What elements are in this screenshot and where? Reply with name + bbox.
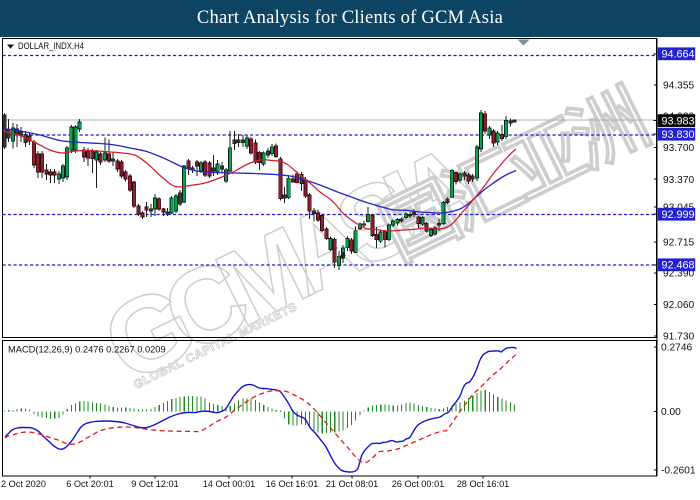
svg-text:DOLLAR_INDX,H4: DOLLAR_INDX,H4 <box>18 41 84 51</box>
svg-text:26 Oct 00:01: 26 Oct 00:01 <box>392 479 445 489</box>
svg-text:93.830: 93.830 <box>662 129 695 141</box>
svg-text:92.468: 92.468 <box>662 260 695 272</box>
svg-text:0.00: 0.00 <box>661 407 681 418</box>
svg-text:93.370: 93.370 <box>663 175 694 186</box>
svg-text:93.700: 93.700 <box>663 143 694 154</box>
svg-text:MACD(12,26,9) 0.2476 0.2267 0.: MACD(12,26,9) 0.2476 0.2267 0.0209 <box>8 345 166 355</box>
svg-text:2 Oct 2020: 2 Oct 2020 <box>1 479 46 489</box>
svg-text:91.730: 91.730 <box>663 332 694 343</box>
svg-text:14 Oct 00:01: 14 Oct 00:01 <box>203 479 256 489</box>
svg-text:28 Oct 16:01: 28 Oct 16:01 <box>457 479 510 489</box>
svg-text:92.390: 92.390 <box>663 268 694 279</box>
svg-text:93.983: 93.983 <box>662 116 695 128</box>
svg-text:94.355: 94.355 <box>663 81 694 92</box>
svg-text:92.715: 92.715 <box>663 237 694 248</box>
svg-text:92.999: 92.999 <box>662 209 695 221</box>
svg-text:9 Oct 12:01: 9 Oct 12:01 <box>131 479 179 489</box>
svg-text:92.060: 92.060 <box>663 300 694 311</box>
svg-text:94.664: 94.664 <box>662 49 695 61</box>
svg-text:16 Oct 16:01: 16 Oct 16:01 <box>266 479 319 489</box>
svg-text:-0.2601: -0.2601 <box>661 466 696 477</box>
svg-text:6 Oct 20:01: 6 Oct 20:01 <box>66 479 114 489</box>
svg-text:0.2746: 0.2746 <box>661 343 692 354</box>
svg-text:21 Oct 08:01: 21 Oct 08:01 <box>326 479 379 489</box>
